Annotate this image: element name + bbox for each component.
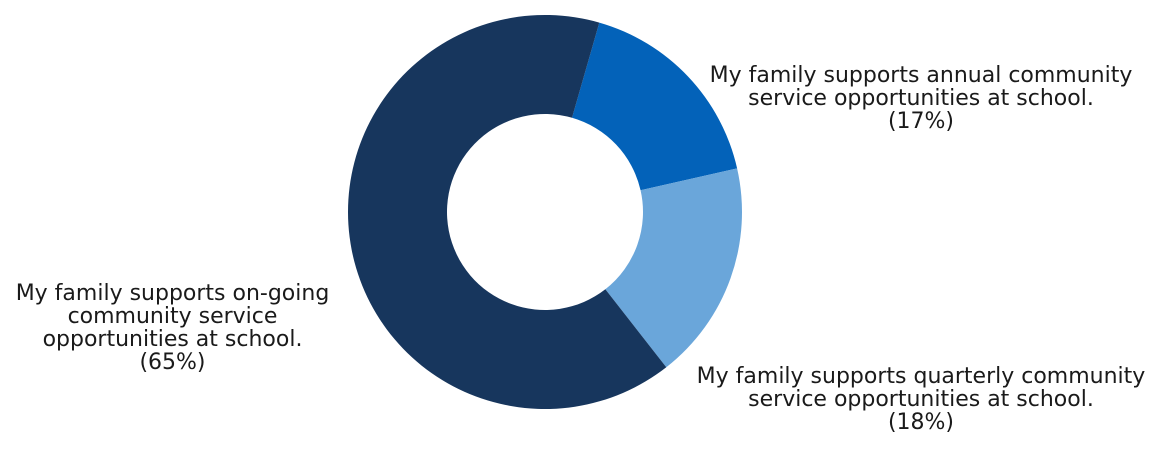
slice-label-quarterly: My family supports quarterly community s… — [686, 342, 1156, 457]
donut-chart — [347, 14, 742, 410]
slice-label-ongoing-value: (65%) — [139, 350, 206, 375]
slice-label-quarterly-value: (18%) — [887, 410, 955, 435]
slice-label-annual-text: My family supports annual community serv… — [709, 63, 1133, 111]
slice-ongoing — [347, 14, 667, 410]
slice-annual — [572, 22, 738, 191]
slice-quarterly — [605, 168, 742, 368]
slice-label-annual-value: (17%) — [887, 109, 955, 134]
slices — [347, 14, 742, 410]
slice-label-quarterly-text: My family supports quarterly community s… — [696, 364, 1146, 412]
slice-label-ongoing: My family supports on-going community se… — [0, 259, 345, 397]
slice-label-annual: My family supports annual community serv… — [686, 41, 1156, 156]
slice-label-ongoing-text: My family supports on-going community se… — [15, 281, 330, 352]
